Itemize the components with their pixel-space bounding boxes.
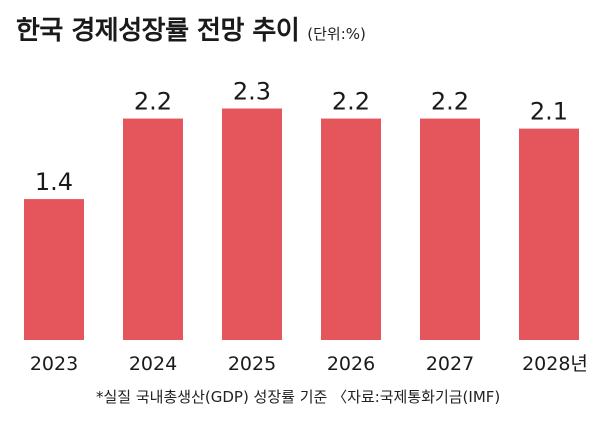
value-label-2027: 2.2 xyxy=(431,88,469,116)
category-label-2028년: 2028년 xyxy=(522,353,588,375)
chart-title: 한국 경제성장률 전망 추이 xyxy=(16,16,300,46)
bar-2026 xyxy=(321,118,381,341)
category-label-2027: 2027 xyxy=(426,353,474,375)
unit-label: (단위:%) xyxy=(307,25,366,43)
bar-2023 xyxy=(24,199,84,340)
bar-2027 xyxy=(420,118,480,341)
value-label-2025: 2.3 xyxy=(233,77,271,105)
bar-2024 xyxy=(123,118,183,341)
bar-2028년 xyxy=(519,128,579,340)
title-row: 한국 경제성장률 전망 추이 (단위:%) xyxy=(16,10,366,50)
category-label-2025: 2025 xyxy=(228,353,276,375)
value-label-2024: 2.2 xyxy=(134,88,172,116)
category-label-2023: 2023 xyxy=(30,353,78,375)
bar-2025 xyxy=(222,108,282,340)
value-label-2028년: 2.1 xyxy=(530,98,568,126)
footnote: *실질 국내총생산(GDP) 성장률 기준 〈자료:국제통화기금(IMF) xyxy=(96,388,501,406)
category-label-2026: 2026 xyxy=(327,353,375,375)
value-label-2023: 1.4 xyxy=(35,168,73,196)
value-label-2026: 2.2 xyxy=(332,88,370,116)
category-label-2024: 2024 xyxy=(129,353,177,375)
